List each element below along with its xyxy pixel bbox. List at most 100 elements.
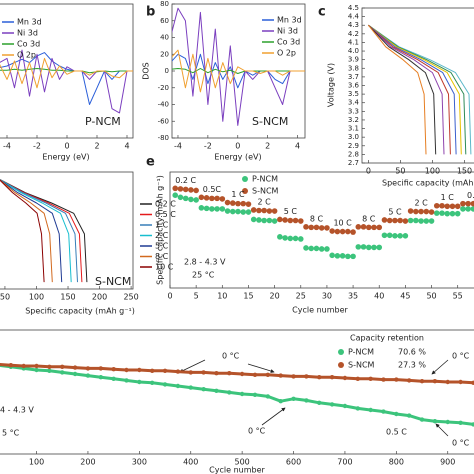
- x-tick-label: -4: [3, 142, 11, 151]
- legend-label: O 2p: [17, 51, 36, 60]
- data-point: [418, 218, 424, 224]
- y-axis-label: Specific capacity (mAh g⁻¹): [156, 175, 165, 285]
- data-point: [360, 244, 367, 250]
- data-point: [329, 228, 335, 234]
- y-tick-label: -80: [158, 134, 169, 142]
- data-point: [252, 372, 258, 377]
- data-point: [60, 364, 65, 369]
- rate-label: 1 C: [441, 193, 455, 202]
- data-point: [317, 375, 322, 380]
- legend-label: S-NCM: [252, 187, 279, 196]
- data-point: [229, 200, 236, 206]
- plot-data: [0, 179, 88, 283]
- data-point: [432, 419, 438, 424]
- rate-label: 0.5: [467, 191, 474, 200]
- series-line: [0, 179, 53, 283]
- legend-label: 1 C: [155, 221, 169, 230]
- data-point: [376, 244, 383, 251]
- data-point: [266, 208, 273, 214]
- data-point: [8, 363, 14, 368]
- data-point: [317, 400, 322, 405]
- data-point: [308, 224, 315, 231]
- data-point: [381, 377, 386, 382]
- x-tick-label: 45: [400, 292, 410, 301]
- plot-frame: [361, 7, 474, 164]
- arrow: [435, 423, 449, 437]
- data-point: [345, 253, 351, 260]
- y-tick-label: 3.8: [348, 64, 359, 72]
- data-point: [406, 378, 412, 383]
- y-tick-label: 4.3: [348, 21, 359, 29]
- data-point: [371, 244, 377, 251]
- data-point: [458, 379, 463, 385]
- x-tick-label: 200: [80, 458, 95, 467]
- y-tick-label: 4.0: [348, 47, 359, 55]
- data-point: [433, 202, 440, 209]
- data-point: [345, 228, 351, 235]
- x-tick-label: 0: [167, 292, 172, 301]
- y-axis-label: DOS: [142, 62, 151, 80]
- data-point: [386, 232, 393, 239]
- series-line: [0, 52, 133, 105]
- data-point: [381, 232, 388, 239]
- data-point: [250, 216, 257, 223]
- data-point: [271, 218, 278, 224]
- data-point: [303, 245, 309, 251]
- data-point: [137, 379, 142, 385]
- data-point: [47, 364, 52, 369]
- data-point: [433, 210, 440, 216]
- data-point: [162, 382, 168, 387]
- data-point: [193, 197, 199, 203]
- annotation: 0 °C: [452, 352, 470, 361]
- x-tick-label: 0: [64, 142, 69, 151]
- x-tick-label: 200: [92, 293, 107, 302]
- data-point: [423, 208, 430, 215]
- y-tick-label: 60: [160, 17, 169, 25]
- series-line: [368, 24, 437, 155]
- legend-swatch: [338, 362, 344, 368]
- rate-label: 5 C: [388, 207, 402, 216]
- data-point: [397, 217, 403, 224]
- series-line: [172, 68, 305, 74]
- x-tick-label: 4: [124, 142, 129, 151]
- data-point: [98, 366, 103, 371]
- annotation: 0 °C: [222, 352, 240, 361]
- x-tick-label: 100: [29, 458, 44, 467]
- x-axis-label: Cycle number: [292, 306, 348, 315]
- data-point: [291, 374, 296, 379]
- data-point: [342, 403, 348, 409]
- y-tick-label: 20: [160, 50, 169, 58]
- data-point: [235, 208, 241, 215]
- data-point: [365, 224, 372, 231]
- data-point: [240, 200, 247, 207]
- legend-label: Ni 3d: [17, 29, 38, 38]
- x-axis-label: Energy (eV): [214, 153, 261, 162]
- data-point: [460, 200, 466, 207]
- data-point: [282, 235, 288, 241]
- legend-label: 2 C: [155, 231, 169, 240]
- x-axis-label: Cycle number: [209, 466, 265, 474]
- legend-swatch: [338, 349, 344, 355]
- x-axis-label: Specific capacity (mAh g⁻¹): [25, 307, 135, 316]
- legend-swatch: [242, 188, 248, 194]
- x-tick-label: 10: [217, 292, 227, 301]
- data-point: [458, 420, 463, 425]
- data-point: [454, 203, 461, 210]
- data-point: [454, 210, 461, 217]
- data-point: [250, 207, 257, 213]
- y-tick-label: 3.2: [348, 116, 359, 124]
- data-point: [329, 402, 335, 407]
- data-point: [198, 194, 205, 201]
- plot-frame: [0, 171, 134, 290]
- data-point: [350, 253, 356, 260]
- y-tick-label: 3.4: [348, 99, 360, 107]
- x-tick-label: 500: [234, 458, 249, 467]
- data-point: [470, 200, 474, 207]
- data-point: [235, 200, 241, 207]
- data-point: [339, 228, 346, 235]
- x-tick-label: 100: [29, 293, 44, 302]
- data-point: [402, 218, 409, 224]
- data-point: [394, 377, 399, 382]
- rate-label: 8 C: [362, 214, 376, 223]
- x-tick-label: 50: [0, 293, 10, 302]
